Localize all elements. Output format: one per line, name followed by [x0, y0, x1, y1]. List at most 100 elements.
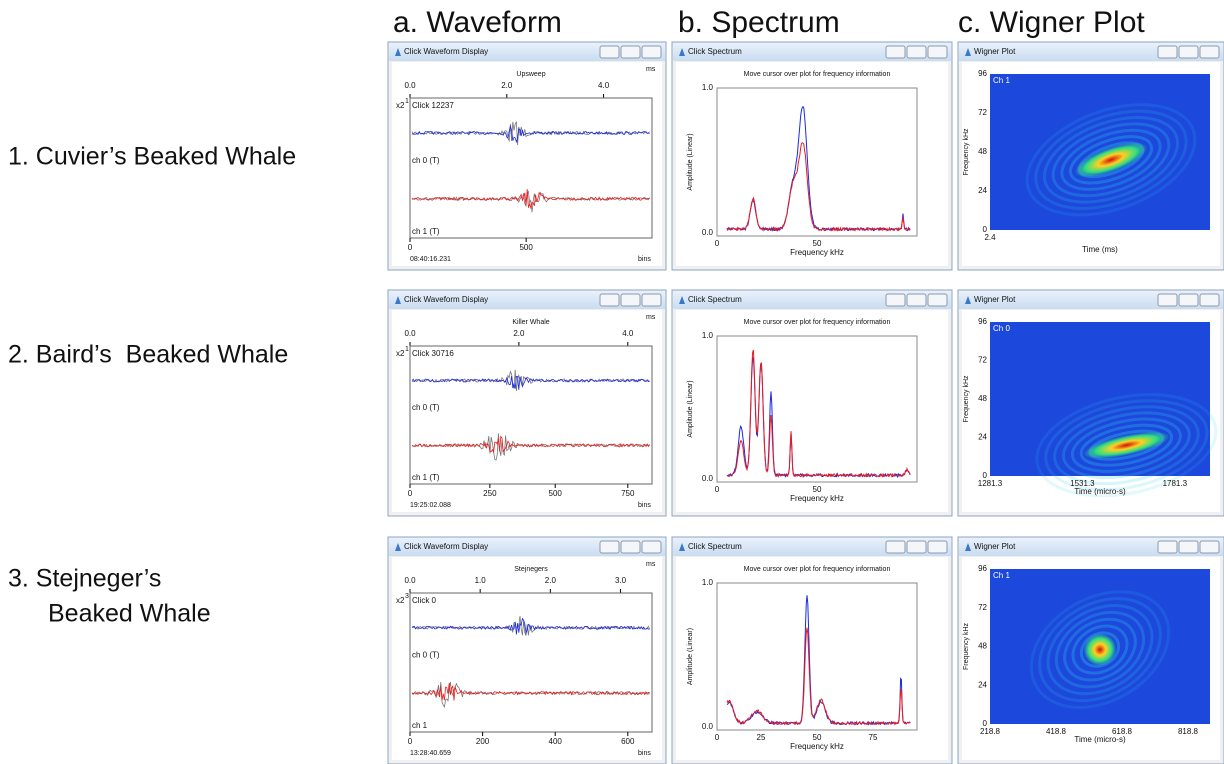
tick-label: 0.0: [702, 474, 714, 483]
window-button: [928, 294, 947, 306]
window-button: [928, 46, 947, 58]
axis-label: Frequency kHz: [790, 742, 844, 751]
window-button: [600, 46, 619, 58]
window-title: Click Waveform Display: [404, 295, 488, 304]
window-button: [1158, 294, 1177, 306]
scale-exp: 1: [405, 346, 409, 353]
plot-area: [717, 336, 917, 482]
window-title: Click Waveform Display: [404, 542, 488, 551]
tick-label: 218.8: [980, 727, 1001, 736]
timestamp: 08:40:16.231: [410, 256, 451, 263]
window-button: [1179, 541, 1198, 553]
tick-label: 25: [757, 733, 766, 742]
column-header: c. Wigner Plot: [958, 6, 1145, 39]
click-label: Click 30716: [412, 349, 454, 358]
channel-label: Ch 0: [993, 324, 1010, 333]
axis-label: Amplitude (Linear): [687, 628, 694, 685]
plot-area: [410, 593, 652, 732]
tick-label: 48: [978, 394, 987, 403]
window-title: Wigner Plot: [974, 295, 1016, 304]
tick-label: 24: [978, 433, 987, 442]
click-label: Click 12237: [412, 101, 454, 110]
tick-label: 4.0: [598, 81, 610, 90]
tick-label: 75: [869, 733, 878, 742]
window-button: [642, 294, 661, 306]
window-button: [886, 294, 905, 306]
tick-label: 818.8: [1178, 727, 1199, 736]
tick-label: 2.0: [501, 81, 513, 90]
tick-label: 750: [621, 489, 635, 498]
tick-label: 0.0: [702, 228, 714, 237]
window-button: [621, 294, 640, 306]
window-button: [1179, 294, 1198, 306]
tick-label: 2.4: [984, 233, 996, 242]
window-button: [886, 46, 905, 58]
tick-label: 0: [715, 733, 720, 742]
window-button: [1179, 46, 1198, 58]
hint: Move cursor over plot for frequency info…: [744, 71, 891, 78]
channel-label: ch 1 (T): [412, 473, 440, 482]
axis-label: Time (micro-s): [1074, 487, 1126, 496]
tick-label: 72: [978, 603, 987, 612]
unit: bins: [638, 256, 651, 263]
tick-label: 0: [408, 737, 413, 746]
plot-title: Killer Whale: [512, 319, 549, 326]
channel-label: ch 1: [412, 721, 428, 730]
channel-label: ch 1 (T): [412, 227, 440, 236]
unit: bins: [638, 750, 651, 757]
window-title: Click Spectrum: [688, 47, 742, 56]
scale-exp: 3: [405, 593, 409, 600]
tick-label: 0.0: [702, 722, 714, 731]
tick-label: 96: [978, 69, 987, 78]
row-label: Beaked Whale: [48, 600, 211, 628]
tick-label: 400: [549, 737, 563, 746]
window-button: [621, 541, 640, 553]
window-title: Click Spectrum: [688, 542, 742, 551]
window-button: [600, 541, 619, 553]
plot-area: [410, 346, 652, 484]
tick-label: 600: [621, 737, 635, 746]
tick-label: 3.0: [615, 576, 627, 585]
tick-label: 50: [813, 733, 822, 742]
tick-label: 1.0: [702, 578, 714, 587]
hint: Move cursor over plot for frequency info…: [744, 566, 891, 573]
timestamp: 19:25:02.088: [410, 502, 451, 509]
window-button: [1200, 541, 1219, 553]
axis-label: Time (micro-s): [1074, 735, 1126, 744]
scale: x2: [396, 349, 405, 358]
tick-label: 2.0: [545, 576, 557, 585]
tick-label: 418.8: [1046, 727, 1067, 736]
window-button: [1158, 541, 1177, 553]
scale: x2: [396, 101, 405, 110]
column-header: a. Waveform: [393, 6, 562, 39]
window-button: [642, 46, 661, 58]
tick-label: 250: [483, 489, 497, 498]
tick-label: 72: [978, 356, 987, 365]
scale: x2: [396, 596, 405, 605]
tick-label: 0: [715, 485, 720, 494]
axis-label: Frequency kHz: [963, 375, 970, 423]
hint: Move cursor over plot for frequency info…: [744, 319, 891, 326]
window-button: [928, 541, 947, 553]
channel-label: ch 0 (T): [412, 403, 440, 412]
window-title: Wigner Plot: [974, 47, 1016, 56]
window-button: [1200, 294, 1219, 306]
channel-label: Ch 1: [993, 76, 1010, 85]
tick-label: 1.0: [702, 83, 714, 92]
row-label: 1. Cuvier’s Beaked Whale: [8, 143, 296, 171]
tick-label: 0.0: [404, 329, 416, 338]
unit: ms: [646, 314, 656, 321]
window-button: [907, 541, 926, 553]
axis-label: Amplitude (Linear): [687, 133, 694, 190]
tick-label: 24: [978, 186, 987, 195]
axis-label: Frequency kHz: [963, 622, 970, 670]
axis-label: Frequency kHz: [790, 494, 844, 503]
plot-area: [717, 88, 917, 236]
window-button: [1200, 46, 1219, 58]
tick-label: 72: [978, 108, 987, 117]
unit: ms: [646, 561, 656, 568]
tick-label: 200: [476, 737, 490, 746]
axis-label: Time (ms): [1082, 245, 1118, 254]
axis-label: Frequency kHz: [963, 128, 970, 176]
tick-label: 0: [715, 239, 720, 248]
